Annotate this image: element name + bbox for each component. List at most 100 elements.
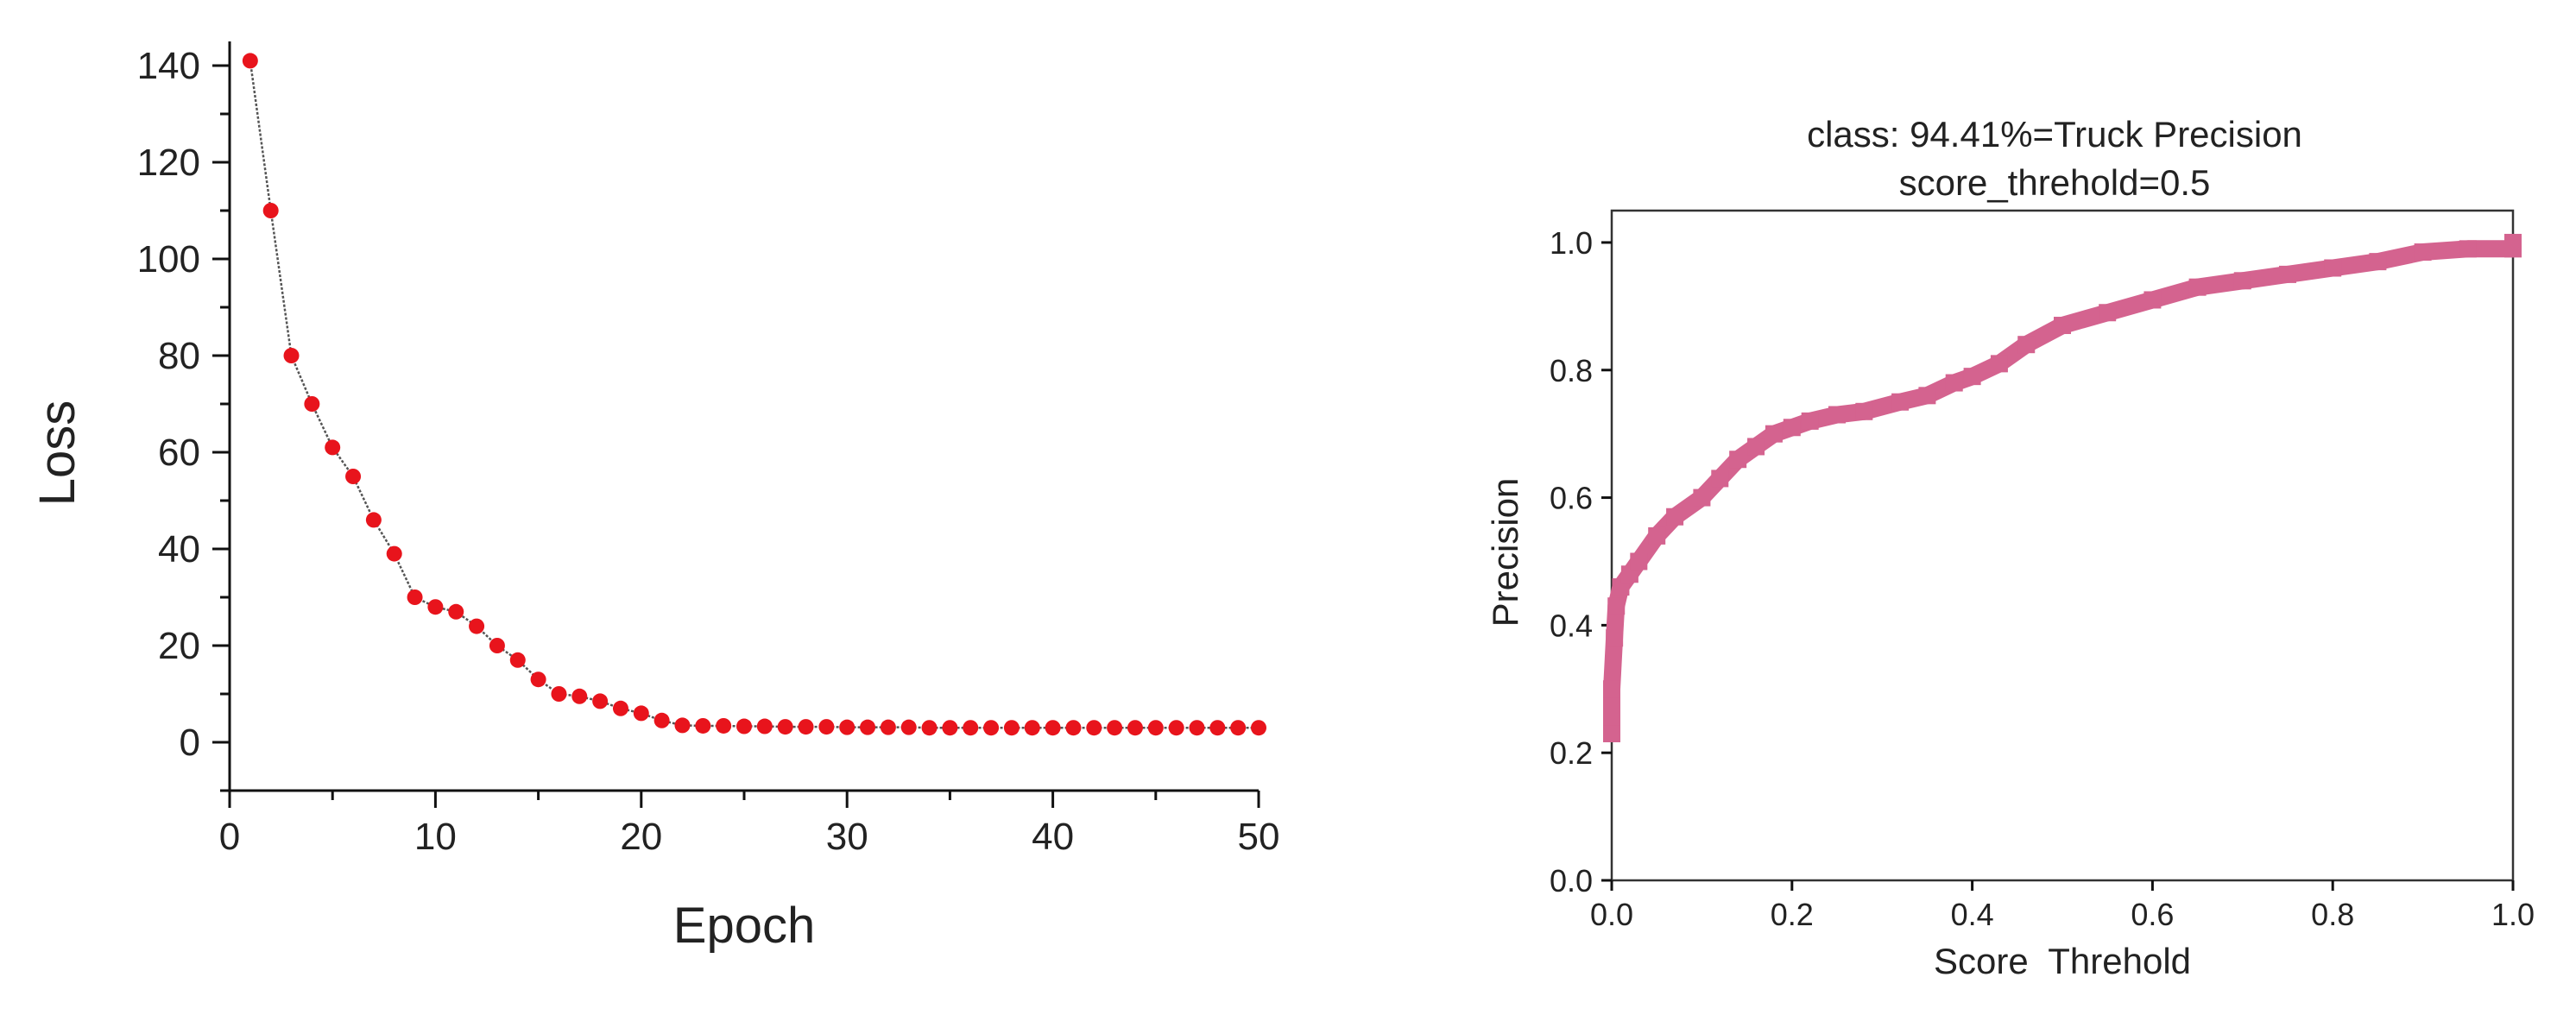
- loss-point: [509, 652, 526, 668]
- precision-point: [2279, 265, 2296, 283]
- precision-point: [1711, 470, 1729, 488]
- precision-point: [2099, 304, 2117, 322]
- loss-point: [489, 638, 505, 653]
- loss-y-axis-label: Loss: [29, 400, 85, 507]
- loss-chart: 0 10 20 30 40 50 0 20 40 60 80 100 120 140 Epoch Loss: [29, 41, 1279, 954]
- loss-point: [1127, 720, 1143, 736]
- loss-x-tick-label: 50: [1238, 816, 1280, 858]
- precision-point: [1630, 552, 1648, 571]
- loss-point: [777, 719, 793, 735]
- precision-point: [2233, 272, 2251, 290]
- loss-point: [736, 718, 752, 734]
- precision-point: [1945, 374, 1963, 392]
- loss-point: [1065, 720, 1082, 736]
- precision-point: [1607, 597, 1626, 615]
- loss-point: [469, 618, 485, 634]
- loss-point: [427, 599, 444, 615]
- precision-point: [1828, 406, 1846, 424]
- precision-y-tick-label: 0.6: [1550, 481, 1593, 516]
- loss-point: [1045, 720, 1061, 736]
- precision-x-tick-label: 0.0: [1590, 897, 1633, 932]
- loss-point: [1024, 720, 1040, 736]
- precision-chart: class: 94.41%=Truck Precision score_thre…: [1485, 114, 2535, 981]
- loss-point: [304, 396, 320, 412]
- loss-point: [653, 712, 670, 728]
- precision-point: [2459, 240, 2477, 258]
- precision-curve: [1603, 240, 2522, 734]
- loss-point: [860, 719, 876, 735]
- precision-point: [1666, 508, 1684, 526]
- loss-point: [345, 469, 362, 484]
- loss-point: [283, 348, 300, 363]
- loss-point: [1168, 720, 1184, 736]
- loss-point: [756, 718, 773, 734]
- loss-point: [1251, 720, 1266, 736]
- loss-point: [1147, 720, 1164, 736]
- loss-point: [963, 720, 979, 736]
- loss-y-tick-label: 0: [180, 722, 200, 764]
- precision-point: [1765, 425, 1783, 443]
- loss-point: [942, 720, 958, 736]
- precision-point: [1963, 368, 1981, 386]
- loss-point: [530, 671, 546, 688]
- loss-x-tick-label: 20: [620, 816, 662, 858]
- loss-line: [249, 60, 1259, 729]
- precision-point: [2369, 253, 2387, 271]
- loss-series: [242, 53, 1266, 736]
- precision-x-tick-label: 0.6: [2131, 897, 2174, 932]
- loss-point: [633, 705, 649, 722]
- loss-x-tick-label: 10: [414, 816, 457, 858]
- loss-point: [592, 693, 609, 709]
- loss-point: [1209, 720, 1226, 736]
- loss-y-tick-label: 120: [137, 142, 200, 184]
- precision-point: [2054, 317, 2071, 335]
- precision-point: [1891, 393, 1910, 411]
- precision-point: [1783, 419, 1801, 437]
- precision-point: [1603, 725, 1620, 743]
- precision-series: [1603, 233, 2522, 743]
- loss-point: [571, 688, 588, 704]
- loss-point: [839, 719, 856, 735]
- precision-point: [1990, 355, 2008, 373]
- precision-y-tick-label: 0.4: [1550, 608, 1593, 643]
- precision-ticks: 0.0 0.2 0.4 0.6 0.8 1.0 0.0 0.2 0.4 0.6 0.8 1.0: [1550, 225, 2535, 932]
- loss-point: [365, 512, 382, 528]
- loss-point: [674, 717, 691, 734]
- loss-y-tick-label: 40: [158, 528, 200, 571]
- loss-x-tick-label: 0: [219, 816, 240, 858]
- precision-x-tick-label: 1.0: [2491, 897, 2535, 932]
- loss-point: [716, 717, 732, 734]
- precision-point: [1747, 438, 1765, 456]
- loss-point: [880, 719, 896, 735]
- loss-point: [1107, 720, 1123, 736]
- loss-point: [695, 717, 711, 734]
- loss-y-tick-label: 140: [137, 45, 200, 87]
- loss-point: [1230, 720, 1247, 736]
- loss-point: [818, 719, 835, 735]
- loss-point: [551, 686, 567, 702]
- precision-point: [2414, 243, 2432, 262]
- precision-point: [2504, 233, 2522, 251]
- precision-point: [2324, 259, 2342, 277]
- loss-point: [1086, 720, 1102, 736]
- precision-plot-frame: [1610, 209, 2515, 882]
- precision-y-axis-label: Precision: [1485, 478, 1525, 627]
- precision-point: [1648, 526, 1666, 545]
- loss-point: [242, 53, 258, 69]
- loss-point: [262, 203, 279, 218]
- loss-ticks: 0 10 20 30 40 50 0 20 40 60 80 100 120 140: [137, 45, 1280, 858]
- loss-x-tick-label: 40: [1032, 816, 1074, 858]
- loss-point: [612, 700, 628, 716]
- loss-point: [448, 603, 464, 620]
- loss-x-axis-label: Epoch: [673, 898, 815, 954]
- precision-y-tick-label: 1.0: [1550, 225, 1593, 261]
- precision-point: [2144, 291, 2162, 309]
- loss-y-tick-label: 60: [158, 432, 200, 474]
- precision-y-tick-label: 0.8: [1550, 353, 1593, 388]
- precision-x-tick-label: 0.4: [1951, 897, 1994, 932]
- loss-point: [407, 589, 423, 605]
- precision-y-tick-label: 0.2: [1550, 735, 1593, 771]
- precision-chart-title: class: 94.41%=Truck Precision: [1807, 114, 2302, 154]
- loss-point: [1189, 720, 1205, 736]
- loss-y-tick-label: 100: [137, 238, 200, 281]
